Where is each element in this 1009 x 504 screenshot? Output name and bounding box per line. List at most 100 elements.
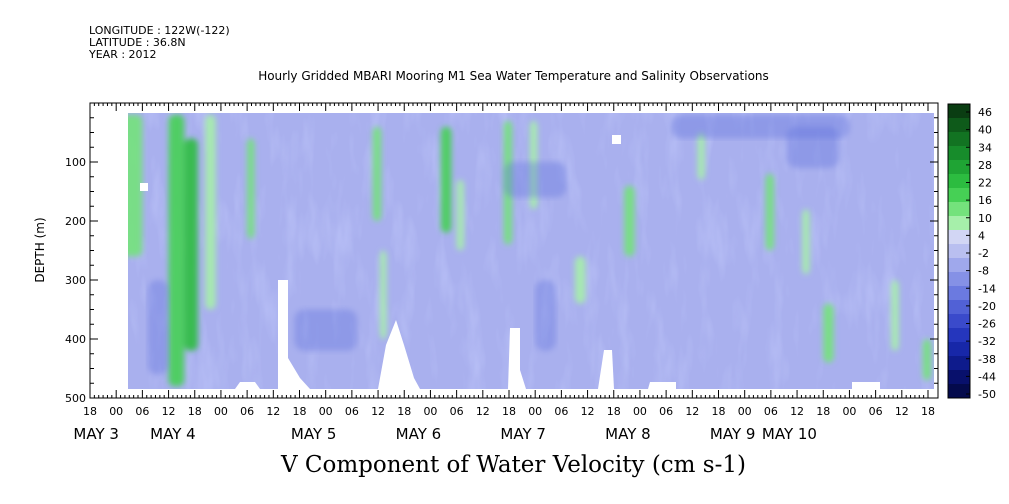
x-tick-label: 00 (528, 405, 542, 418)
y-tick-label: 100 (65, 156, 86, 169)
x-tick-label: 00 (214, 405, 228, 418)
chart-subtitle: V Component of Water Velocity (cm s-1) (281, 452, 746, 478)
green-band (802, 209, 810, 275)
top-gap (91, 104, 937, 113)
colorbar-label: 28 (978, 159, 992, 172)
x-tick-label: 18 (188, 405, 202, 418)
x-tick-label: 18 (921, 405, 935, 418)
x-tick-label: 12 (581, 405, 595, 418)
day-label: MAY 10 (762, 425, 817, 443)
day-label: MAY 6 (396, 425, 442, 443)
colorbar-swatch (948, 314, 970, 329)
gap-region (235, 382, 260, 389)
colorbar-swatch (948, 118, 970, 133)
heatmap-field (128, 113, 934, 389)
gap-region (378, 320, 420, 389)
colorbar-swatch (948, 244, 970, 259)
y-axis-label: DEPTH (m) (33, 217, 47, 282)
x-tick-label: 06 (135, 405, 149, 418)
green-band (456, 179, 464, 251)
colorbar-swatch (948, 370, 970, 385)
green-band (128, 114, 143, 257)
bottom-gap (91, 389, 937, 397)
y-tick-label: 300 (65, 274, 86, 287)
colorbar-swatch (948, 384, 970, 399)
gap-region (278, 280, 310, 389)
year-label: YEAR : 2012 (89, 48, 157, 61)
x-tick-label: 00 (633, 405, 647, 418)
colorbar-label: -38 (978, 353, 996, 366)
blue-patch (535, 280, 557, 351)
colorbar-swatch (948, 202, 970, 217)
x-tick-label: 18 (607, 405, 621, 418)
x-tick-label: 12 (266, 405, 280, 418)
day-label: MAY 5 (291, 425, 337, 443)
gap-region (598, 350, 614, 389)
colorbar-label: -32 (978, 335, 996, 348)
colorbar-label: 34 (978, 141, 992, 154)
x-tick-label: 06 (345, 405, 359, 418)
green-band (184, 138, 198, 351)
x-tick-label: 00 (109, 405, 123, 418)
day-label: MAY 9 (710, 425, 756, 443)
x-tick-label: 00 (319, 405, 333, 418)
green-band (697, 132, 705, 180)
x-tick-label: 06 (240, 405, 254, 418)
left-gap (91, 104, 128, 397)
green-band (574, 256, 586, 304)
green-band (168, 114, 185, 387)
colorbar-swatch (948, 216, 970, 231)
x-tick-label: 18 (293, 405, 307, 418)
x-tick-label: 18 (397, 405, 411, 418)
green-band (372, 126, 382, 221)
x-tick-label: 12 (895, 405, 909, 418)
colorbar-swatch (948, 272, 970, 287)
x-tick-label: 06 (450, 405, 464, 418)
x-tick-label: 12 (162, 405, 176, 418)
green-band (823, 303, 834, 363)
x-tick-label: 00 (842, 405, 856, 418)
day-label: MAY 8 (605, 425, 651, 443)
green-band (624, 185, 635, 257)
colorbar-swatch (948, 160, 970, 175)
colorbar-swatch (948, 174, 970, 189)
colorbar-swatch (948, 286, 970, 301)
gap-square (140, 183, 148, 191)
colorbar-label: -50 (978, 388, 996, 401)
latitude-label: LATITUDE : 36.8N (89, 36, 186, 49)
blue-patch (503, 162, 567, 198)
gap-square (612, 135, 621, 144)
green-band (205, 114, 216, 310)
colorbar-label: 16 (978, 194, 992, 207)
day-label: MAY 7 (500, 425, 546, 443)
x-tick-label: 18 (83, 405, 97, 418)
colorbar-label: 4 (978, 229, 985, 242)
x-tick-label: 12 (685, 405, 699, 418)
green-band (922, 339, 932, 381)
y-tick-label: 200 (65, 215, 86, 228)
blue-patch (786, 126, 839, 168)
green-band (765, 173, 775, 251)
colorbar-label: -44 (978, 370, 996, 383)
y-tick-label: 400 (65, 333, 86, 346)
colorbar-swatch (948, 356, 970, 371)
gap-region (648, 382, 676, 389)
longitude-label: LONGITUDE : 122W(-122) (89, 24, 230, 37)
colorbar-swatch (948, 188, 970, 203)
blue-patch (147, 280, 169, 375)
colorbar-label: -20 (978, 300, 996, 313)
x-tick-label: 18 (816, 405, 830, 418)
x-tick-label: 18 (502, 405, 516, 418)
x-tick-label: 00 (423, 405, 437, 418)
colorbar-swatch (948, 258, 970, 273)
colorbar-label: -2 (978, 247, 989, 260)
colorbar-swatch (948, 104, 970, 119)
x-tick-label: 06 (554, 405, 568, 418)
colorbar-label: 40 (978, 124, 992, 137)
colorbar-label: -14 (978, 282, 996, 295)
x-tick-label: 06 (869, 405, 883, 418)
green-band (891, 280, 899, 351)
x-tick-label: 12 (371, 405, 385, 418)
